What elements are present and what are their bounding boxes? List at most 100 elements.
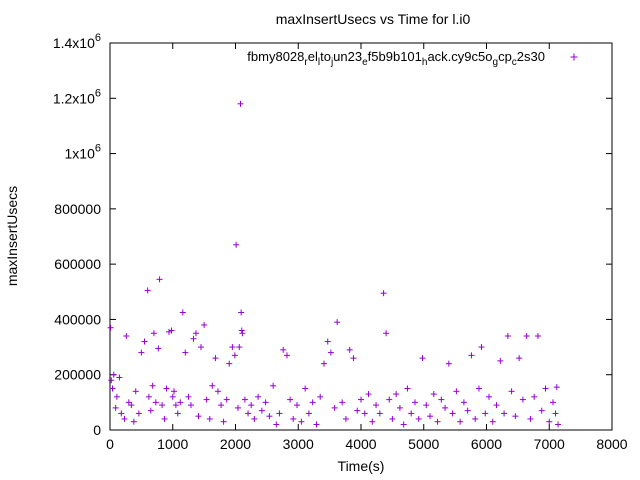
data-point — [276, 410, 283, 417]
data-point — [493, 402, 500, 409]
data-point — [365, 391, 372, 398]
data-point — [163, 385, 170, 392]
data-point — [121, 415, 128, 422]
data-point — [552, 410, 559, 417]
x-tick-label: 8000 — [596, 436, 627, 452]
data-point — [486, 393, 493, 400]
data-point — [266, 413, 273, 420]
data-point — [478, 344, 485, 351]
data-point — [542, 385, 549, 392]
data-point — [132, 388, 139, 395]
data-point — [201, 321, 208, 328]
x-tick-label: 3000 — [283, 436, 314, 452]
data-point — [116, 374, 123, 381]
data-point — [472, 415, 479, 422]
chart-title: maxInsertUsecs vs Time for l.i0 — [276, 11, 471, 27]
data-point — [226, 360, 233, 367]
data-point — [389, 415, 396, 422]
data-point — [358, 396, 364, 403]
data-point — [190, 335, 197, 342]
data-point — [245, 410, 252, 417]
data-point — [553, 384, 560, 391]
data-point — [182, 349, 189, 356]
data-point — [482, 410, 489, 417]
y-tick-label: 400000 — [54, 311, 101, 327]
data-point — [354, 407, 361, 414]
y-tick-label: 1.4x106 — [53, 32, 101, 51]
data-point — [508, 388, 515, 395]
y-tick-label: 600000 — [54, 256, 101, 272]
data-point — [179, 309, 186, 316]
data-point — [165, 328, 172, 335]
y-tick-label: 0 — [93, 422, 101, 438]
data-point — [350, 355, 357, 362]
data-point — [287, 396, 294, 403]
data-point — [197, 344, 204, 351]
data-point — [150, 330, 157, 337]
y-axis: 0 200000 400000 600000 800000 1x106 1.2x106 1.4… — [53, 32, 612, 438]
data-point — [112, 404, 119, 411]
data-point — [223, 396, 230, 403]
data-point — [171, 388, 178, 395]
x-tick-label: 0 — [106, 436, 114, 452]
data-point — [331, 404, 338, 411]
data-point — [334, 319, 341, 326]
data-point — [468, 352, 475, 359]
data-point — [527, 415, 534, 422]
data-point — [229, 344, 236, 351]
data-point — [538, 407, 545, 414]
data-point — [453, 388, 460, 395]
data-point — [320, 360, 327, 367]
x-axis: 0 1000 2000 3000 4000 5000 6000 7000 8000 — [106, 43, 628, 452]
data-point — [464, 407, 471, 414]
data-point — [475, 385, 482, 392]
data-point — [460, 399, 467, 406]
data-point — [128, 402, 135, 409]
data-point — [497, 357, 504, 364]
data-point — [373, 402, 380, 409]
data-point — [298, 418, 305, 425]
data-point — [172, 402, 179, 409]
data-point — [218, 402, 225, 409]
data-point — [156, 276, 163, 283]
data-point — [237, 100, 244, 107]
data-point — [152, 399, 159, 406]
data-point — [145, 393, 152, 400]
data-point — [209, 382, 216, 389]
data-point — [109, 385, 116, 392]
y-tick-label: 200000 — [54, 367, 101, 383]
data-point — [324, 338, 331, 345]
data-point — [161, 415, 168, 422]
data-point — [255, 393, 262, 400]
data-point — [174, 410, 181, 417]
data-point — [118, 410, 125, 417]
data-point — [130, 418, 137, 425]
data-point — [185, 393, 192, 400]
data-point — [361, 410, 368, 417]
data-point — [449, 410, 456, 417]
data-point — [290, 415, 297, 422]
y-tick-label: 800000 — [54, 201, 101, 217]
data-point — [445, 360, 452, 367]
data-point — [550, 399, 557, 406]
data-point — [149, 382, 156, 389]
data-point — [283, 352, 290, 359]
series-points — [107, 100, 562, 428]
data-point — [113, 393, 120, 400]
data-point — [531, 393, 538, 400]
data-point — [262, 399, 269, 406]
data-point — [516, 355, 523, 362]
data-point — [369, 418, 376, 425]
data-point — [327, 349, 334, 356]
data-point — [177, 399, 184, 406]
data-point — [233, 241, 240, 248]
data-point — [430, 391, 437, 398]
data-point — [302, 385, 309, 392]
data-point — [231, 352, 238, 359]
data-point — [169, 393, 176, 400]
data-point — [346, 346, 353, 353]
data-point — [125, 399, 132, 406]
data-point — [534, 333, 541, 340]
data-point — [214, 388, 221, 395]
